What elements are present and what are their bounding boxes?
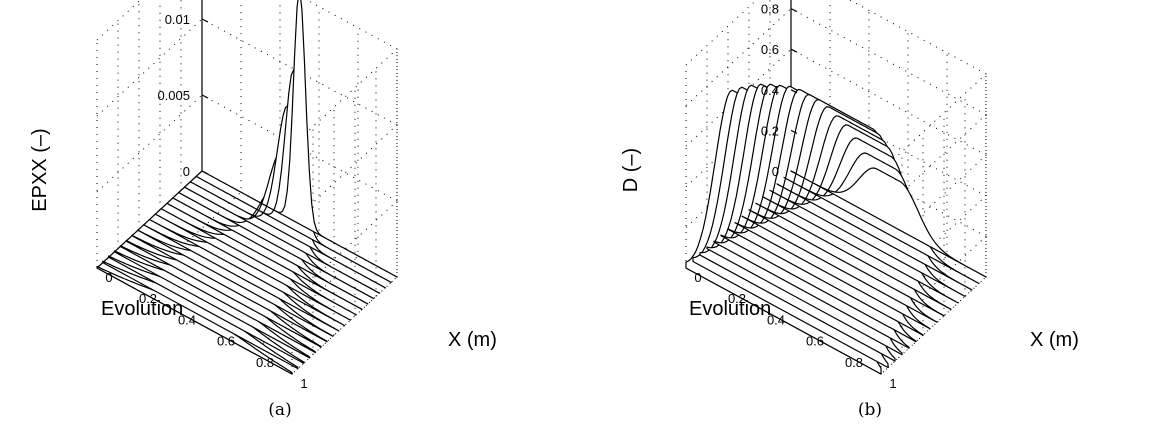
grid-line bbox=[96, 18, 398, 223]
z-tick-mark bbox=[201, 18, 209, 23]
z-tick-mark bbox=[790, 48, 798, 53]
z-tick-label: 0.6 bbox=[761, 42, 779, 57]
x-tick-label: 0.6 bbox=[217, 334, 235, 349]
panel-a-z-axis-label: EPXX (–) bbox=[29, 128, 51, 211]
z-tick-mark bbox=[790, 129, 798, 134]
x-tick-label: 0.2 bbox=[139, 291, 157, 306]
x-tick-label: 0.4 bbox=[767, 312, 785, 327]
z-tick-mark bbox=[790, 89, 798, 94]
z-tick-label: 0.8 bbox=[761, 2, 779, 17]
panel-b-d-plot: 0 0.2 0.4 0.6 0.8 1 0 0.2 0.4 0.6 0.8 1 D (–) Evol… bbox=[620, 0, 1079, 420]
x-tick-label: 0.2 bbox=[728, 291, 746, 306]
x-tick-label: 0.6 bbox=[806, 334, 824, 349]
panel-b-x-axis-label: X (m) bbox=[1030, 329, 1079, 351]
grid-line bbox=[252, 27, 359, 354]
x-tick-label: 0.4 bbox=[178, 312, 196, 327]
x-tick-label: 0.8 bbox=[845, 355, 863, 370]
panel-b-x-ticks: 0 0.2 0.4 0.6 0.8 1 bbox=[694, 270, 896, 391]
z-tick-label: 0 bbox=[183, 164, 190, 179]
panel-b-z-ticks: 00.20.40.60.81 bbox=[761, 2, 798, 179]
x-tick-label: 1 bbox=[889, 376, 896, 391]
z-tick-label: 0.4 bbox=[761, 83, 779, 98]
z-tick-mark bbox=[201, 94, 209, 99]
grid-line bbox=[213, 6, 320, 332]
z-tick-mark bbox=[790, 170, 798, 175]
z-tick-label: 0.2 bbox=[761, 123, 779, 138]
panel-a-y-axis-label: Evolution bbox=[101, 298, 183, 320]
z-tick-mark bbox=[201, 170, 209, 175]
panel-a-x-ticks: 0 0.2 0.4 0.6 0.8 1 bbox=[105, 270, 307, 391]
series-curve bbox=[790, 167, 987, 278]
panel-b-z-axis-label: D (–) bbox=[620, 148, 642, 192]
x-tick-label: 1 bbox=[300, 376, 307, 391]
grid-line bbox=[291, 49, 398, 375]
z-tick-label: 0.01 bbox=[165, 12, 190, 27]
panel-a-curves bbox=[96, 0, 398, 375]
z-tick-label: 0.005 bbox=[157, 88, 190, 103]
grid-line bbox=[174, 0, 281, 311]
x-tick-label: 0.8 bbox=[256, 355, 274, 370]
z-tick-mark bbox=[790, 8, 798, 13]
panel-a-x-axis-label: X (m) bbox=[448, 329, 497, 351]
grid-line bbox=[135, 0, 242, 290]
panel-a-caption: (a) bbox=[268, 400, 291, 420]
panel-b-curves bbox=[685, 83, 987, 375]
z-tick-label: 0 bbox=[772, 164, 779, 179]
panel-b-y-axis-label: Evolution bbox=[689, 298, 771, 320]
grid-line bbox=[96, 0, 398, 147]
x-tick-label: 0 bbox=[105, 270, 112, 285]
x-tick-label: 0 bbox=[694, 270, 701, 285]
series-curve bbox=[201, 0, 398, 278]
panel-b-caption: (b) bbox=[858, 400, 882, 420]
